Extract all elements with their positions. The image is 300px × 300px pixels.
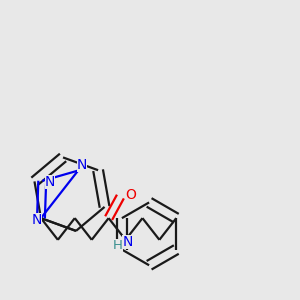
Text: N: N: [45, 175, 55, 189]
Text: H: H: [113, 239, 123, 252]
Text: N: N: [122, 235, 133, 249]
Text: N: N: [32, 213, 42, 227]
Text: N: N: [77, 158, 87, 172]
Text: O: O: [125, 188, 136, 202]
